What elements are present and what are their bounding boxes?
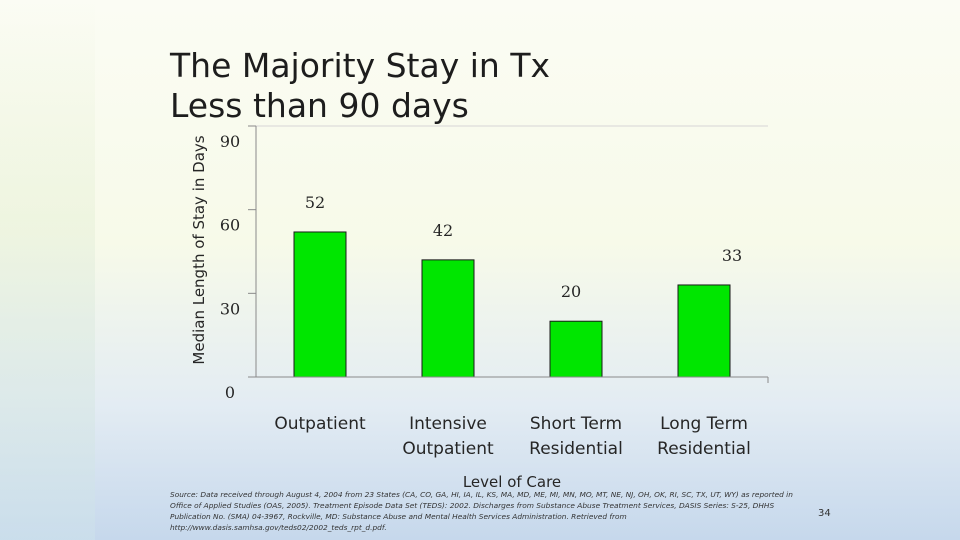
- y-tick-group: 0 30 60 90: [220, 125, 256, 402]
- data-label: 33: [722, 246, 742, 265]
- x-axis-title: Level of Care: [463, 473, 561, 491]
- bar: [421, 259, 475, 378]
- data-label: 20: [561, 282, 581, 301]
- y-tick-label: 90: [220, 132, 240, 151]
- bar-group: 52 42 20 33: [293, 193, 742, 378]
- bar: [293, 231, 347, 378]
- y-tick-label: 0: [225, 383, 235, 402]
- category-label: Long Term Residential: [657, 414, 751, 459]
- category-label-group: Outpatient Intensive Outpatient Short Term R…: [274, 414, 750, 459]
- slide-title: The Majority Stay in Tx Less than 90 day…: [170, 46, 550, 125]
- bar: [677, 284, 731, 378]
- page-number: 34: [818, 508, 831, 519]
- y-axis-title: Median Length of Stay in Days: [190, 135, 208, 364]
- source-citation: Source: Data received through August 4, …: [170, 490, 793, 532]
- bar: [549, 320, 603, 378]
- background-decoration: [0, 0, 95, 540]
- data-label: 52: [305, 193, 325, 212]
- category-label: Short Term Residential: [529, 414, 623, 459]
- y-tick-label: 30: [220, 299, 240, 318]
- y-tick-label: 60: [220, 216, 240, 235]
- category-label: Outpatient: [274, 414, 366, 434]
- data-label: 42: [433, 221, 453, 240]
- category-label: Intensive Outpatient: [402, 414, 494, 459]
